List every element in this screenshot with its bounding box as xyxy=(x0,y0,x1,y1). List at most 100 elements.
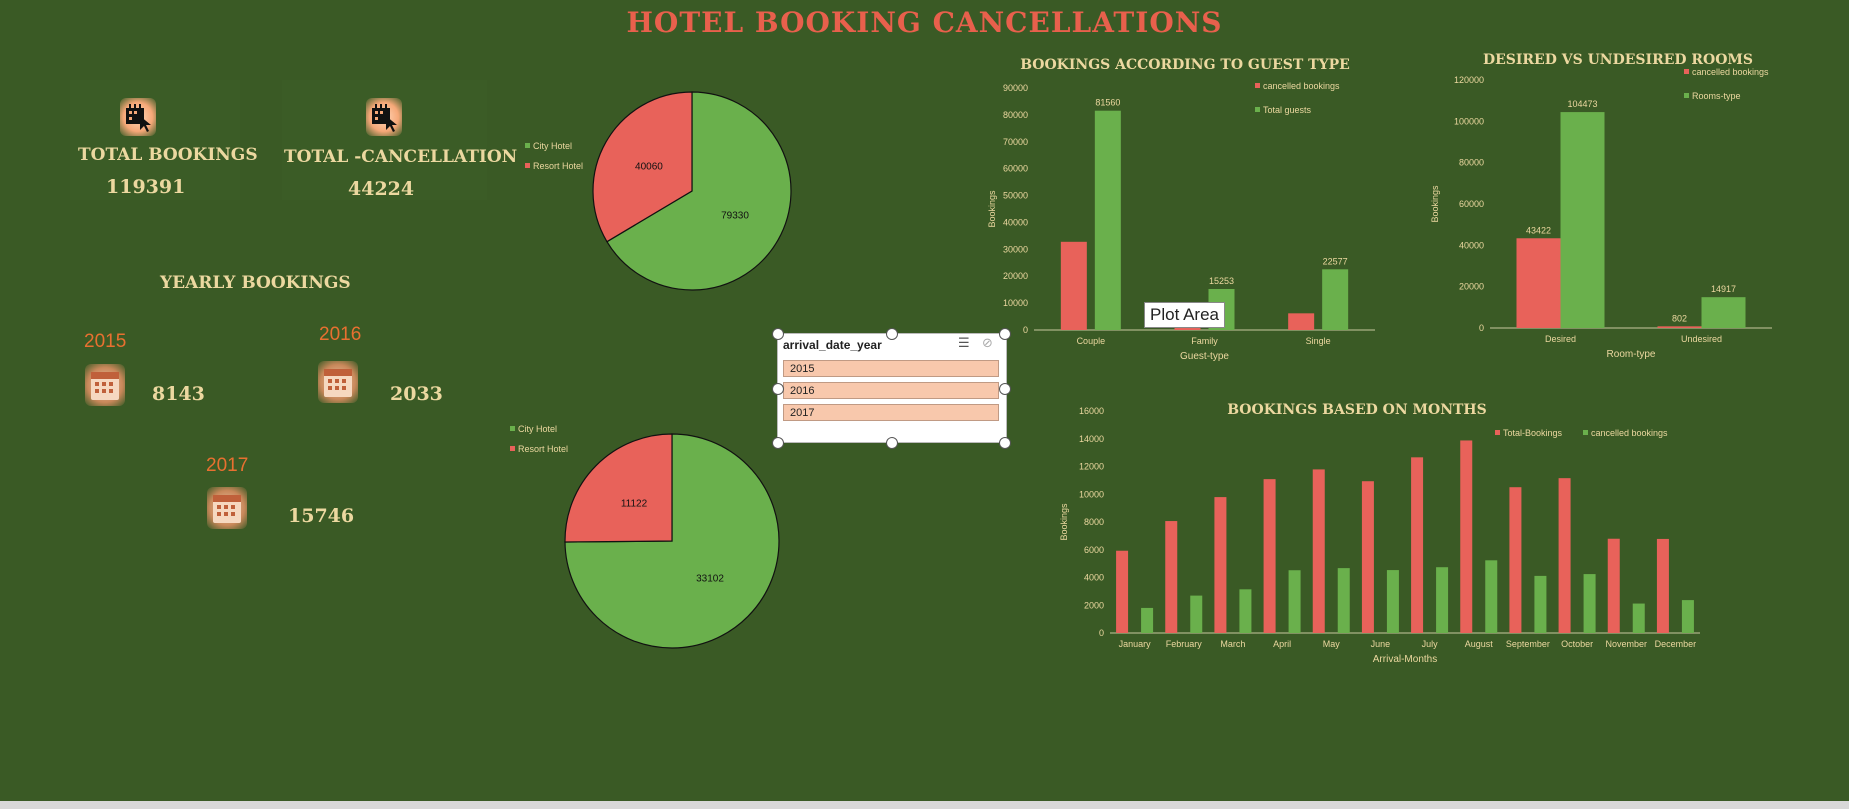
legend-swatch xyxy=(510,446,515,451)
bar xyxy=(1657,326,1702,328)
legend-swatch xyxy=(1255,107,1260,112)
total-cancellation-value: 44224 xyxy=(348,178,415,200)
legend-label: Resort Hotel xyxy=(518,444,568,454)
y-tick-label: 8000 xyxy=(1084,517,1104,527)
x-axis-label: Room-type xyxy=(1607,349,1656,360)
y-axis-label: Bookings xyxy=(1059,503,1069,541)
slicer-item-2017[interactable]: 2017 xyxy=(783,404,999,421)
y-tick-label: 0 xyxy=(1479,323,1484,333)
chart-title: BOOKINGS BASED ON MONTHS xyxy=(1227,402,1487,418)
bar xyxy=(1141,607,1154,633)
clear-filter-icon[interactable]: ⊘ xyxy=(982,336,993,351)
bar xyxy=(1656,538,1669,633)
pie-slice xyxy=(564,433,780,649)
total-bookings-label: TOTAL BOOKINGS xyxy=(78,145,258,165)
resize-handle[interactable] xyxy=(886,328,898,340)
resize-handle[interactable] xyxy=(999,437,1011,449)
x-tick-label: May xyxy=(1323,639,1341,649)
legend-swatch xyxy=(525,163,530,168)
hotel-click-icon xyxy=(366,98,402,136)
x-tick-label: Couple xyxy=(1077,336,1106,346)
slicer-item-2016[interactable]: 2016 xyxy=(783,382,999,399)
x-tick-label: June xyxy=(1371,639,1391,649)
pie-data-label: 33102 xyxy=(696,574,724,585)
resize-handle[interactable] xyxy=(999,383,1011,395)
y-tick-label: 0 xyxy=(1099,628,1104,638)
bar xyxy=(1288,313,1315,330)
y-tick-label: 6000 xyxy=(1084,545,1104,555)
sheet-tabs-bar[interactable] xyxy=(0,801,1849,809)
bar xyxy=(1607,538,1620,633)
y-tick-label: 70000 xyxy=(1003,137,1028,147)
pie-data-label: 40060 xyxy=(635,162,663,173)
bar xyxy=(1239,589,1252,633)
legend-label: cancelled bookings xyxy=(1692,67,1769,77)
bar xyxy=(1386,570,1399,633)
bar xyxy=(1116,550,1129,633)
x-tick-label: Undesired xyxy=(1681,334,1722,344)
legend-swatch xyxy=(1255,83,1260,88)
y-tick-label: 14000 xyxy=(1079,434,1104,444)
slicer-arrival-date-year[interactable]: arrival_date_year ☰ ⊘ 2015 2016 2017 xyxy=(777,333,1007,443)
bar-data-label: 15253 xyxy=(1209,276,1234,286)
y-tick-label: 80000 xyxy=(1003,110,1028,120)
bar xyxy=(1681,600,1694,633)
bar-data-label: 22577 xyxy=(1323,256,1348,266)
resize-handle[interactable] xyxy=(772,437,784,449)
year-2017-value: 15746 xyxy=(288,505,355,527)
legend-swatch xyxy=(525,143,530,148)
legend-swatch xyxy=(1684,69,1689,74)
bar xyxy=(1094,110,1121,331)
year-2015-label: 2015 xyxy=(84,331,127,352)
y-tick-label: 10000 xyxy=(1003,298,1028,308)
resize-handle[interactable] xyxy=(772,383,784,395)
bar-chart-months[interactable]: BOOKINGS BASED ON MONTHS 0 2000 4000 6000 800… xyxy=(1055,395,1705,675)
y-tick-label: 50000 xyxy=(1003,191,1028,201)
chart-title: DESIRED VS UNDESIRED ROOMS xyxy=(1483,52,1753,68)
bar xyxy=(1516,238,1561,328)
dashboard-title: HOTEL BOOKING CANCELLATIONS xyxy=(626,6,1223,39)
total-cancellation-label: TOTAL -CANCELLATION xyxy=(284,147,518,167)
bar xyxy=(1263,479,1276,633)
x-tick-label: March xyxy=(1220,639,1245,649)
bar xyxy=(1190,595,1203,633)
x-tick-label: September xyxy=(1506,639,1550,649)
y-tick-label: 40000 xyxy=(1459,240,1484,250)
bar xyxy=(1060,241,1087,330)
legend-swatch xyxy=(510,426,515,431)
bar xyxy=(1322,269,1349,330)
legend-label: cancelled bookings xyxy=(1591,428,1668,438)
bar xyxy=(1165,521,1178,633)
bar xyxy=(1288,570,1301,633)
slicer-item-2015[interactable]: 2015 xyxy=(783,360,999,377)
bar xyxy=(1558,478,1571,633)
resize-handle[interactable] xyxy=(999,328,1011,340)
y-tick-label: 120000 xyxy=(1454,75,1484,85)
pie-chart-hotel-bookings[interactable]: 79330 40060 City Hotel Resort Hotel xyxy=(515,90,805,310)
resize-handle[interactable] xyxy=(772,328,784,340)
legend-label: City Hotel xyxy=(533,141,572,151)
x-tick-label: January xyxy=(1119,639,1152,649)
x-tick-label: July xyxy=(1422,639,1439,649)
bar xyxy=(1560,112,1605,328)
resize-handle[interactable] xyxy=(886,437,898,449)
y-tick-label: 20000 xyxy=(1459,282,1484,292)
multi-select-icon[interactable]: ☰ xyxy=(958,336,970,351)
x-axis-label: Guest-type xyxy=(1180,351,1229,362)
yearly-bookings-title: YEARLY BOOKINGS xyxy=(160,273,351,293)
bar-chart-room-type[interactable]: DESIRED VS UNDESIRED ROOMS 0 20000 40000 600… xyxy=(1420,44,1840,364)
x-tick-label: December xyxy=(1655,639,1697,649)
plot-area-tooltip: Plot Area xyxy=(1144,302,1225,328)
x-tick-label: Family xyxy=(1191,336,1218,346)
pie-chart-hotel-cancellations[interactable]: 33102 11122 City Hotel Resort Hotel xyxy=(500,415,800,655)
x-axis-label: Arrival-Months xyxy=(1373,654,1437,665)
bar xyxy=(1214,497,1227,633)
y-tick-label: 4000 xyxy=(1084,573,1104,583)
y-tick-label: 90000 xyxy=(1003,83,1028,93)
legend-swatch xyxy=(1495,430,1500,435)
year-2016-label: 2016 xyxy=(319,324,362,345)
legend-label: Rooms-type xyxy=(1692,91,1741,101)
slicer-title: arrival_date_year xyxy=(783,338,882,352)
bar xyxy=(1534,575,1547,633)
y-axis-label: Bookings xyxy=(987,190,997,228)
